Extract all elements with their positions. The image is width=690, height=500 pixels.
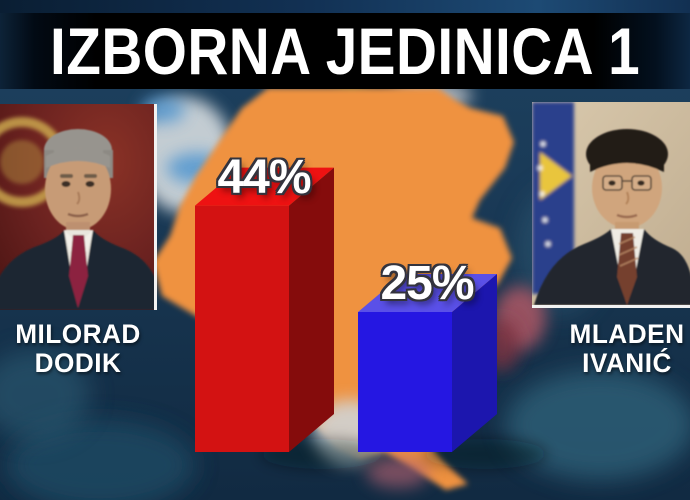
bar-front-face-mladen-ivani- [358,312,452,452]
cloud-dark-bottom-left [5,420,195,500]
bar-front-face-milorad-dodik [195,205,289,452]
name-line: MLADEN [569,319,685,349]
portrait-dodik-illustration [0,104,154,310]
cloud-teal-left [0,350,90,440]
header-bar: IZBORNA JEDINICA 1 [0,13,690,89]
portrait-person [534,129,690,305]
bar-side-face-mladen-ivani- [452,274,497,452]
name-line: IVANIĆ [582,348,672,378]
value-label-ivanic: 25% [380,257,474,310]
bar-side-face-milorad-dodik [289,167,334,452]
photo-mladen-ivanic [532,102,690,308]
top-blue-strip [0,0,690,13]
portrait-ivanic-illustration [532,102,690,305]
name-line: MILORAD [15,319,141,349]
bar-top-face-mladen-ivani- [358,274,497,312]
candidate-name-ivanic: MLADEN IVANIĆ [550,320,690,378]
candidate-name-dodik: MILORAD DODIK [0,320,155,378]
cloud-teal-bottom-right [505,370,690,480]
portrait-person [0,129,154,310]
photo-milorad-dodik [0,104,157,310]
page-title: IZBORNA JEDINICA 1 [49,14,641,88]
name-line: DODIK [34,348,122,378]
cloud-pink-bottom [366,456,430,488]
value-label-dodik: 44% [217,150,311,204]
bar-top-face-milorad-dodik [195,167,334,206]
